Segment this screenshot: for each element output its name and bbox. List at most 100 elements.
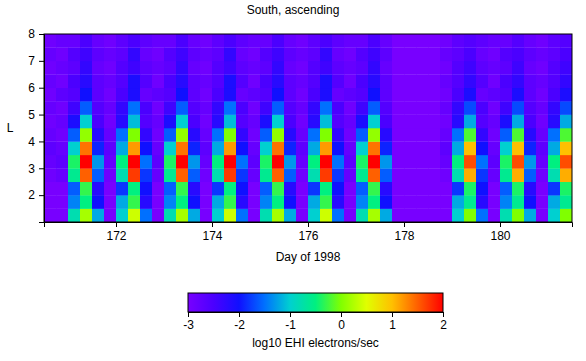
cell [272, 88, 284, 102]
cell [248, 88, 260, 102]
axis-line [39, 35, 45, 223]
cell [464, 88, 476, 102]
cell [260, 155, 272, 169]
cell [68, 182, 80, 196]
cell [332, 141, 344, 155]
cell [476, 182, 488, 196]
cell [512, 195, 524, 209]
title: South, ascending [247, 3, 340, 17]
cell [500, 209, 512, 222]
cell [308, 101, 320, 115]
cell [416, 101, 428, 115]
cell [368, 88, 380, 102]
cell [272, 195, 284, 209]
cell [368, 74, 380, 88]
cell [128, 182, 140, 196]
cell [524, 195, 536, 209]
cell [308, 88, 320, 102]
cell [272, 182, 284, 196]
cell [392, 168, 404, 182]
cell [332, 182, 344, 196]
cell [452, 88, 464, 102]
tick-mark [290, 312, 291, 317]
cell [392, 209, 404, 222]
cell [332, 47, 344, 61]
tick-label: 7 [28, 54, 35, 68]
cell [116, 88, 128, 102]
cell [236, 128, 248, 142]
cell [200, 74, 212, 88]
cell [224, 128, 236, 142]
cell [140, 47, 152, 61]
cell [332, 195, 344, 209]
cell [440, 34, 452, 48]
cell [104, 101, 116, 115]
cell [80, 34, 92, 48]
tick-mark [392, 312, 393, 317]
cell [464, 195, 476, 209]
tick: 178 [394, 222, 414, 243]
cell [500, 168, 512, 182]
cell [224, 74, 236, 88]
cell [116, 115, 128, 129]
cell [236, 182, 248, 196]
cell [404, 47, 416, 61]
cell [272, 141, 284, 155]
cell [140, 128, 152, 142]
cell [332, 61, 344, 75]
cell [284, 74, 296, 88]
tick-label: 0 [338, 318, 345, 332]
cell [536, 101, 548, 115]
cell [380, 182, 392, 196]
cell [440, 195, 452, 209]
cell [284, 128, 296, 142]
cell [248, 61, 260, 75]
cell [284, 88, 296, 102]
cell [428, 195, 440, 209]
cell [308, 168, 320, 182]
cell [368, 128, 380, 142]
tick-mark [308, 222, 309, 227]
cell [92, 101, 104, 115]
cell [236, 141, 248, 155]
cell [272, 168, 284, 182]
cell [212, 155, 224, 169]
cell [56, 141, 68, 155]
cell [92, 155, 104, 169]
cell [188, 155, 200, 169]
cell [512, 141, 524, 155]
cell [452, 155, 464, 169]
cell [224, 168, 236, 182]
cell [296, 182, 308, 196]
tick: -2 [234, 312, 245, 332]
cell [284, 141, 296, 155]
cell [224, 61, 236, 75]
cell [56, 209, 68, 222]
cell [536, 61, 548, 75]
cell [464, 74, 476, 88]
tick: -1 [285, 312, 296, 332]
cell [236, 195, 248, 209]
cell [248, 115, 260, 129]
cell [416, 168, 428, 182]
cell [356, 47, 368, 61]
cell [116, 168, 128, 182]
cell [296, 101, 308, 115]
cell [80, 128, 92, 142]
cell [128, 155, 140, 169]
cell [452, 182, 464, 196]
cell [104, 141, 116, 155]
cell [260, 74, 272, 88]
cell [416, 128, 428, 142]
cell [296, 47, 308, 61]
cell [452, 209, 464, 222]
cell [380, 101, 392, 115]
cell [344, 168, 356, 182]
cell [380, 61, 392, 75]
cell [92, 34, 104, 48]
cell [92, 128, 104, 142]
cell [548, 195, 560, 209]
cell [356, 141, 368, 155]
cell [356, 101, 368, 115]
cell [488, 141, 500, 155]
